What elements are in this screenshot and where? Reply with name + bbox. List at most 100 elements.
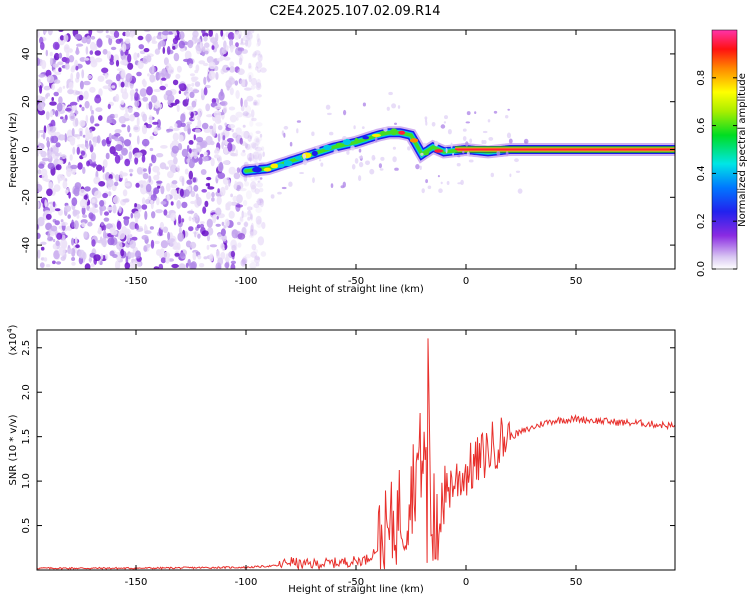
noise-blob bbox=[245, 143, 251, 150]
noise-blob bbox=[136, 224, 139, 231]
noise-blob bbox=[57, 177, 61, 184]
noise-blob bbox=[255, 137, 260, 146]
noise-blob bbox=[202, 46, 206, 53]
noise-blob bbox=[176, 104, 180, 113]
noise-blob bbox=[256, 78, 262, 89]
top-y-tick-label: 0 bbox=[21, 146, 32, 152]
noise-blob bbox=[124, 158, 131, 167]
noise-blob bbox=[245, 190, 252, 200]
noise-blob bbox=[70, 72, 74, 82]
noise-blob bbox=[37, 249, 41, 259]
noise-blob bbox=[81, 69, 85, 79]
noise-blob bbox=[203, 87, 208, 96]
noise-blob bbox=[62, 85, 66, 89]
faint-blob bbox=[299, 172, 304, 174]
noise-blob bbox=[156, 180, 163, 184]
noise-blob bbox=[171, 140, 179, 146]
noise-blob bbox=[105, 34, 111, 39]
noise-blob bbox=[230, 201, 238, 206]
noise-blob bbox=[145, 33, 152, 43]
noise-blob bbox=[78, 249, 86, 259]
noise-blob bbox=[242, 112, 249, 118]
noise-blob bbox=[235, 111, 243, 118]
noise-blob bbox=[174, 123, 178, 128]
track-blob bbox=[263, 167, 272, 172]
noise-blob bbox=[69, 101, 78, 106]
noise-blob bbox=[89, 140, 92, 148]
faint-blob bbox=[312, 177, 315, 184]
noise-blob bbox=[44, 178, 51, 183]
noise-blob bbox=[173, 127, 180, 131]
noise-blob bbox=[82, 134, 86, 138]
faint-blob bbox=[333, 149, 339, 154]
noise-blob bbox=[206, 191, 211, 200]
noise-blob bbox=[45, 49, 48, 57]
noise-blob bbox=[37, 184, 43, 193]
noise-blob bbox=[76, 146, 81, 155]
noise-blob bbox=[64, 133, 67, 143]
faint-blob bbox=[437, 175, 440, 178]
noise-blob bbox=[41, 157, 50, 162]
noise-blob bbox=[245, 39, 248, 47]
faint-blob bbox=[431, 122, 436, 127]
noise-blob bbox=[199, 221, 205, 225]
noise-blob bbox=[92, 141, 97, 147]
noise-blob bbox=[91, 198, 96, 204]
noise-blob bbox=[249, 152, 252, 163]
noise-blob bbox=[157, 185, 161, 189]
noise-blob bbox=[64, 189, 69, 195]
noise-blob bbox=[94, 123, 100, 127]
noise-blob bbox=[259, 54, 263, 58]
noise-blob bbox=[142, 168, 147, 172]
noise-blob bbox=[105, 30, 109, 34]
faint-blob bbox=[424, 116, 428, 120]
colorbar-tick-label: 0.8 bbox=[696, 70, 707, 86]
noise-blob bbox=[245, 32, 253, 40]
noise-blob bbox=[79, 130, 83, 137]
noise-blob bbox=[203, 35, 208, 42]
noise-blob bbox=[229, 61, 235, 67]
noise-blob bbox=[121, 124, 126, 128]
top-y-tick-label: -20 bbox=[21, 189, 32, 205]
noise-blob bbox=[248, 62, 252, 69]
noise-blob bbox=[253, 203, 260, 209]
noise-blob bbox=[204, 50, 209, 55]
noise-blob bbox=[53, 69, 57, 73]
noise-blob bbox=[209, 253, 214, 262]
noise-blob bbox=[244, 87, 252, 91]
noise-blob bbox=[54, 208, 61, 212]
faint-blob bbox=[342, 136, 347, 140]
noise-blob bbox=[41, 96, 46, 102]
noise-blob bbox=[188, 63, 193, 69]
noise-blob bbox=[133, 211, 141, 220]
noise-blob bbox=[122, 198, 130, 203]
noise-blob bbox=[48, 126, 56, 133]
colorbar-tick-label: 0.6 bbox=[696, 118, 707, 134]
noise-blob bbox=[155, 209, 163, 214]
noise-blob bbox=[53, 91, 59, 97]
noise-blob bbox=[256, 99, 261, 106]
noise-blob bbox=[158, 263, 164, 269]
noise-blob bbox=[99, 200, 105, 207]
noise-blob bbox=[93, 254, 101, 262]
noise-blob bbox=[114, 154, 121, 164]
faint-blob bbox=[493, 110, 498, 114]
noise-blob bbox=[64, 57, 70, 65]
faint-blob bbox=[419, 165, 422, 170]
noise-blob bbox=[172, 45, 176, 50]
noise-blob bbox=[151, 64, 155, 74]
noise-blob bbox=[161, 68, 168, 76]
faint-blob bbox=[465, 121, 470, 124]
noise-blob bbox=[58, 96, 63, 104]
noise-blob bbox=[173, 52, 180, 62]
faint-blob bbox=[262, 151, 265, 157]
bottom-x-tick-label: 50 bbox=[570, 577, 583, 588]
noise-blob bbox=[125, 106, 128, 115]
noise-blob bbox=[170, 184, 178, 189]
noise-blob bbox=[199, 223, 205, 229]
noise-blob bbox=[246, 38, 252, 48]
faint-blob bbox=[425, 121, 428, 126]
track-blob bbox=[380, 130, 389, 134]
noise-blob bbox=[237, 68, 245, 75]
noise-blob bbox=[250, 251, 258, 258]
